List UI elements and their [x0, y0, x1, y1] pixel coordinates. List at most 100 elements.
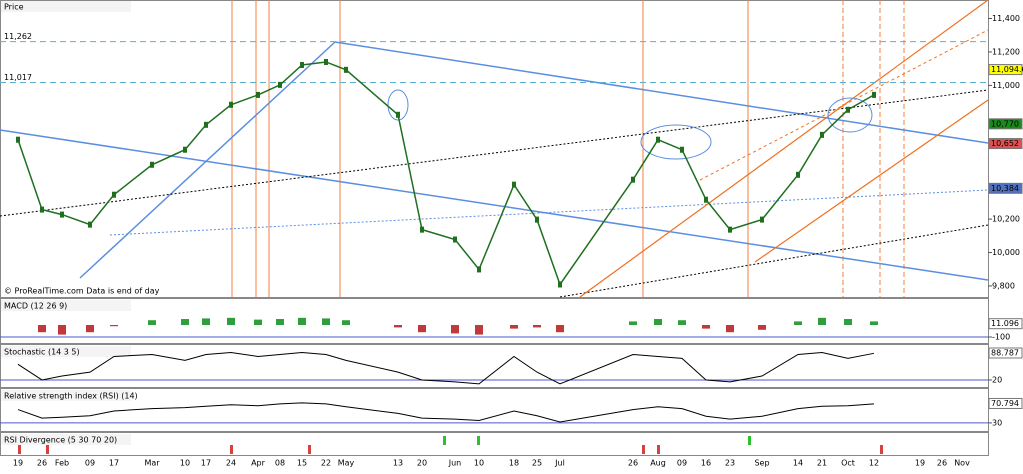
panel-title-bg: [1, 390, 131, 401]
price-point: [300, 61, 304, 68]
x-tick-label: 10: [474, 459, 484, 468]
x-tick-label: 13: [393, 459, 403, 468]
macd-bar: [418, 325, 426, 333]
value-box: [988, 118, 1023, 130]
price-point: [656, 136, 660, 143]
y-tick-label: 9,800: [992, 281, 1015, 290]
value-box: [988, 64, 1023, 76]
price-point: [256, 91, 260, 98]
price-point: [820, 131, 824, 138]
x-tick-label: 14: [793, 459, 803, 468]
x-tick-label: Nov: [954, 459, 970, 468]
price-point: [728, 226, 732, 233]
macd-bar: [510, 325, 518, 329]
value-box: [988, 397, 1023, 409]
x-tick-label: Jul: [554, 459, 565, 468]
x-tick-label: 08: [275, 459, 285, 468]
price-point: [16, 136, 20, 143]
price-point: [40, 206, 44, 213]
panel-title: Stochastic (14 3 5): [4, 348, 80, 357]
macd-bar: [451, 325, 459, 334]
panel-frames: [0, 0, 989, 456]
indicator-line: [17, 352, 875, 385]
value-box: [988, 182, 1023, 194]
macd-bar: [148, 320, 156, 326]
x-tick-label: Feb: [55, 459, 69, 468]
macd-bar: [654, 319, 662, 326]
price-point: [204, 121, 208, 128]
x-tick-label: 19: [13, 459, 23, 468]
y-tick-label: 30: [992, 418, 1002, 427]
x-tick-label: 18: [509, 459, 519, 468]
panel-title-bg: [1, 300, 131, 311]
price-point: [112, 191, 116, 198]
macd-bar: [342, 320, 350, 326]
x-tick-label: 09: [677, 459, 687, 468]
x-tick-label: 10: [180, 459, 190, 468]
macd-bar: [758, 325, 766, 330]
panel-title: Price: [4, 3, 24, 12]
price-point: [60, 211, 64, 218]
x-tick-label: 15: [297, 459, 307, 468]
price-point: [183, 146, 187, 153]
divergence-signals: [18, 436, 883, 454]
price-point: [150, 161, 154, 168]
value-label: 11.096: [991, 319, 1019, 328]
x-tick-label: 21: [817, 459, 827, 468]
x-tick-label: Jun: [448, 459, 462, 468]
macd-bar: [870, 321, 878, 326]
macd-bar: [678, 320, 686, 326]
price-point: [324, 58, 328, 65]
price-point: [872, 91, 876, 98]
x-tick-label: Oct: [841, 459, 855, 468]
macd-bar: [298, 317, 306, 326]
x-tick-label: May: [338, 459, 355, 468]
x-tick-label: 12: [869, 459, 879, 468]
price-point: [453, 236, 457, 243]
y-tick-label: 10,000: [992, 248, 1020, 257]
level-label: 11,262: [4, 32, 32, 41]
panel-title: Relative strength index (RSI) (14): [4, 392, 138, 401]
y-tick-label: 20: [992, 375, 1002, 384]
x-tick-label: 20: [417, 459, 427, 468]
x-tick-label: Apr: [251, 459, 266, 468]
value-box: [988, 347, 1023, 359]
x-tick-label: 17: [201, 459, 211, 468]
trend-lines: [0, 0, 989, 298]
macd-bar: [58, 325, 66, 335]
x-tick-label: 17: [109, 459, 119, 468]
x-tick-label: 26: [628, 459, 638, 468]
price-point: [344, 66, 348, 73]
macd-bar: [227, 317, 235, 326]
macd-bar: [322, 318, 330, 326]
price-point: [88, 221, 92, 228]
panel-title-bg: [1, 346, 131, 357]
y-tick-label: 11,200: [992, 47, 1020, 56]
x-tick-label: 19: [915, 459, 925, 468]
macd-bar: [818, 317, 826, 326]
price-point: [512, 181, 516, 188]
y-tick-label: 11,000: [992, 81, 1020, 90]
macd-bar: [629, 321, 637, 326]
x-tick-label: 22: [321, 459, 331, 468]
price-point: [420, 226, 424, 233]
value-label: 88.787: [991, 348, 1019, 357]
macd-bar: [556, 325, 564, 333]
x-tick-label: 24: [226, 459, 236, 468]
macd-bar: [181, 319, 189, 326]
price-point: [477, 266, 481, 273]
indicator-line: [17, 402, 875, 423]
credit: © ProRealTime.com Data is end of day: [4, 287, 160, 296]
x-tick-label: 09: [85, 459, 95, 468]
x-tick-label: Aug: [650, 459, 666, 468]
macd-bar: [475, 325, 483, 335]
panel-title: RSI Divergence (5 30 70 20): [4, 436, 117, 445]
value-label: 10,652: [991, 139, 1019, 148]
price-point: [229, 101, 233, 108]
x-tick-label: 26: [37, 459, 47, 468]
panel-title: MACD (12 26 9): [4, 302, 67, 311]
price-point: [760, 216, 764, 223]
x-tick-label: 25: [532, 459, 542, 468]
